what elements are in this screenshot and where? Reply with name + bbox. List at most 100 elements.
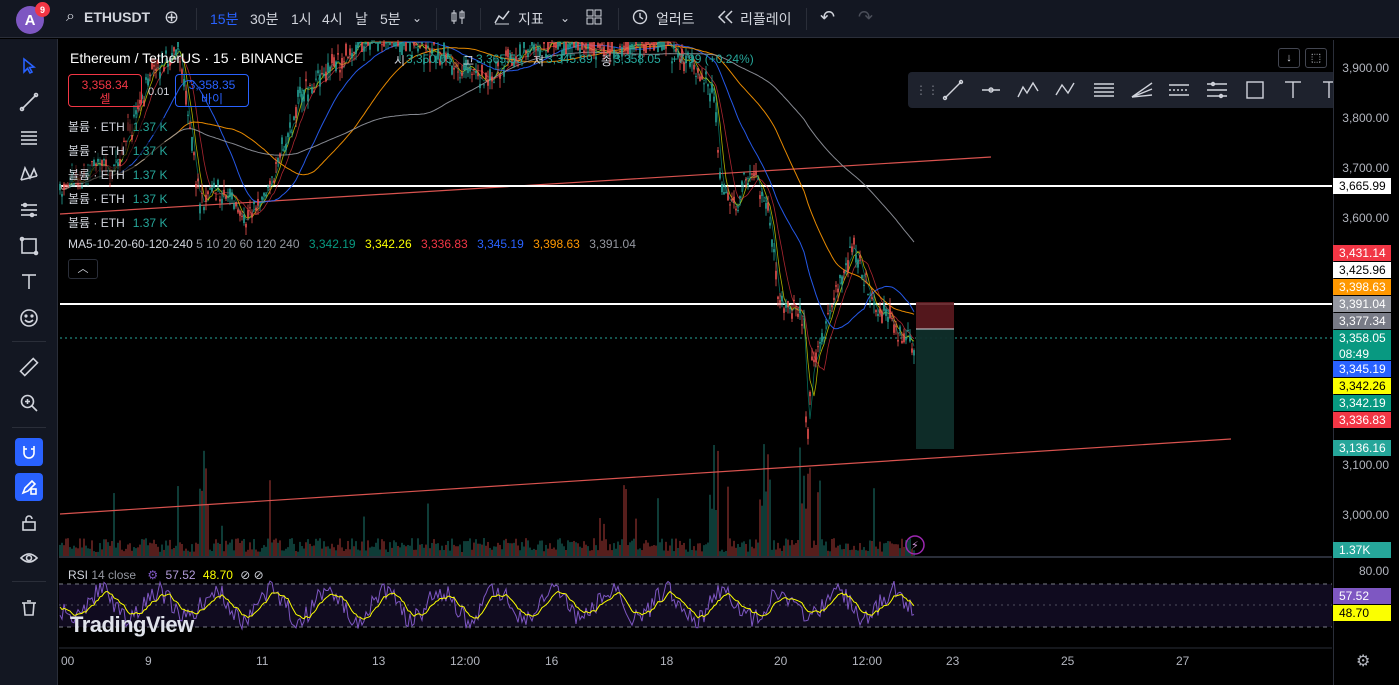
position-target-zone[interactable] bbox=[916, 329, 954, 449]
chart-pane[interactable]: ⚡ bbox=[59, 40, 1332, 685]
collapse-legend-button[interactable]: ︿ bbox=[68, 259, 98, 279]
interval-15m[interactable]: 15분 bbox=[210, 11, 239, 27]
add-symbol-icon[interactable]: ⊕ bbox=[164, 7, 180, 27]
rsi-legend[interactable]: RSI 14 close ⚙ 57.52 48.70 ⊘ ⊘ bbox=[68, 568, 264, 582]
undo-icon[interactable]: ↶ bbox=[820, 7, 836, 27]
interval-30m[interactable]: 30분 bbox=[250, 11, 279, 27]
prediction-tools-icon[interactable] bbox=[15, 196, 43, 224]
time-label: 23 bbox=[946, 654, 960, 668]
candle-body bbox=[553, 42, 555, 47]
text-tool-icon[interactable] bbox=[15, 268, 43, 296]
user-avatar[interactable]: A 9 bbox=[16, 2, 50, 34]
candle-body bbox=[715, 112, 717, 123]
sell-button[interactable]: 3,358.34 셀 bbox=[68, 74, 142, 107]
shapes-icon[interactable] bbox=[15, 232, 43, 260]
candle-body bbox=[543, 42, 545, 44]
candle-body bbox=[721, 183, 723, 193]
lock-icon[interactable] bbox=[15, 509, 43, 537]
fib-retracement-icon[interactable] bbox=[15, 124, 43, 152]
stay-in-drawing-mode-icon[interactable] bbox=[15, 473, 43, 501]
candle-body bbox=[705, 71, 707, 75]
candle-body bbox=[401, 42, 403, 56]
candle-body bbox=[703, 83, 705, 85]
projection-icon[interactable] bbox=[1166, 78, 1192, 102]
volume-bar bbox=[809, 467, 811, 556]
symbol-search-button[interactable]: ETHUSDT bbox=[84, 9, 151, 25]
alert-clock-icon[interactable] bbox=[631, 8, 649, 29]
interval-1h[interactable]: 1시 bbox=[291, 11, 312, 27]
ruler-icon[interactable] bbox=[15, 353, 43, 381]
candle-style-icon[interactable] bbox=[449, 8, 467, 29]
channel-icon[interactable] bbox=[1204, 78, 1230, 102]
volume-bar bbox=[435, 543, 437, 556]
trash-icon[interactable] bbox=[15, 594, 43, 622]
indicators-dropdown-icon[interactable]: ⌄ bbox=[560, 11, 571, 25]
indicators-icon[interactable] bbox=[493, 8, 511, 29]
indicators-button[interactable]: 지표 bbox=[518, 11, 544, 27]
interval-dropdown-icon[interactable]: ⌄ bbox=[412, 11, 423, 25]
volume-bar bbox=[155, 544, 157, 556]
buy-button[interactable]: 3,358.35 바이 bbox=[175, 74, 249, 107]
interval-5m[interactable]: 5분 bbox=[380, 11, 401, 27]
elliott-wave-icon[interactable] bbox=[1015, 78, 1041, 102]
candle-body bbox=[507, 49, 509, 58]
layouts-grid-icon[interactable] bbox=[585, 8, 603, 29]
volume-value: 1.37 K bbox=[132, 144, 168, 158]
text-icon[interactable] bbox=[1280, 78, 1306, 102]
pattern-icon[interactable] bbox=[15, 160, 43, 188]
candle-body bbox=[683, 62, 685, 71]
ma-legend-row[interactable]: MA5-10-20-60-120-240 5 10 20 60 120 240 … bbox=[68, 237, 642, 251]
fib-levels-icon[interactable] bbox=[1091, 78, 1117, 102]
horizontal-ray-icon[interactable] bbox=[978, 78, 1004, 102]
volume-legend-row[interactable]: 볼륨 · ETH 1.37 K bbox=[68, 118, 168, 135]
candle-body bbox=[797, 313, 799, 317]
chart-canvas[interactable]: ⚡ bbox=[59, 40, 1332, 685]
volume-bar bbox=[109, 545, 111, 556]
volume-legend-row[interactable]: 볼륨 · ETH 1.37 K bbox=[68, 214, 168, 231]
volume-legend-row[interactable]: 볼륨 · ETH 1.37 K bbox=[68, 142, 168, 159]
time-label: 25 bbox=[1061, 654, 1075, 668]
interval-1d[interactable]: 날 bbox=[355, 11, 368, 27]
time-label: 9 bbox=[145, 654, 152, 668]
alert-button[interactable]: 얼러트 bbox=[656, 11, 695, 27]
scroll-down-icon[interactable]: ↓ bbox=[1278, 48, 1300, 68]
volume-bar bbox=[187, 550, 189, 556]
trendline-tool-icon[interactable] bbox=[940, 78, 966, 102]
search-icon[interactable]: ⌕ bbox=[66, 8, 75, 25]
volume-legend-row[interactable]: 볼륨 · ETH 1.37 K bbox=[68, 190, 168, 207]
zoom-in-icon[interactable] bbox=[15, 389, 43, 417]
candle-body bbox=[389, 42, 391, 46]
fullscreen-icon[interactable]: ⬚ bbox=[1305, 48, 1327, 68]
lightning-icon[interactable] bbox=[905, 535, 925, 555]
replay-button[interactable]: 리플레이 bbox=[740, 11, 792, 27]
magnet-icon[interactable] bbox=[15, 438, 43, 466]
redo-icon[interactable]: ↷ bbox=[858, 7, 874, 27]
position-stop-zone[interactable] bbox=[916, 302, 954, 329]
rsi-tick: 80.00 bbox=[1358, 564, 1389, 578]
settings-gear-icon[interactable]: ⚙ bbox=[1356, 653, 1371, 670]
ma-label: MA5-10-20-60-120-240 bbox=[68, 237, 193, 251]
volume-bar bbox=[457, 546, 459, 556]
volume-bar bbox=[657, 498, 659, 556]
volume-legend-row[interactable]: 볼륨 · ETH 1.37 K bbox=[68, 166, 168, 183]
emoji-icon[interactable] bbox=[15, 304, 43, 332]
candle-body bbox=[175, 49, 177, 56]
trendline-icon[interactable] bbox=[15, 88, 43, 116]
volume-bar bbox=[779, 548, 781, 556]
symbol-title[interactable]: Ethereum / TetherUS · 15 · BINANCE bbox=[70, 50, 304, 66]
volume-bar bbox=[907, 540, 909, 556]
interval-4h[interactable]: 4시 bbox=[322, 11, 343, 27]
volume-bar bbox=[771, 549, 773, 556]
abcd-pattern-icon[interactable] bbox=[1053, 78, 1079, 102]
hide-drawings-eye-icon[interactable] bbox=[15, 544, 43, 572]
trendline-lower[interactable] bbox=[59, 438, 1232, 515]
fib-fan-icon[interactable] bbox=[1129, 78, 1155, 102]
cursor-icon[interactable] bbox=[15, 52, 43, 80]
volume-bar bbox=[369, 547, 371, 556]
candle-body bbox=[501, 58, 503, 60]
drag-handle-icon[interactable]: ⋮⋮ bbox=[915, 83, 939, 97]
rsi-settings-icon[interactable]: ⚙ bbox=[147, 568, 159, 582]
rectangle-icon[interactable] bbox=[1242, 78, 1268, 102]
replay-icon[interactable] bbox=[716, 8, 734, 29]
candle-body bbox=[905, 337, 907, 339]
